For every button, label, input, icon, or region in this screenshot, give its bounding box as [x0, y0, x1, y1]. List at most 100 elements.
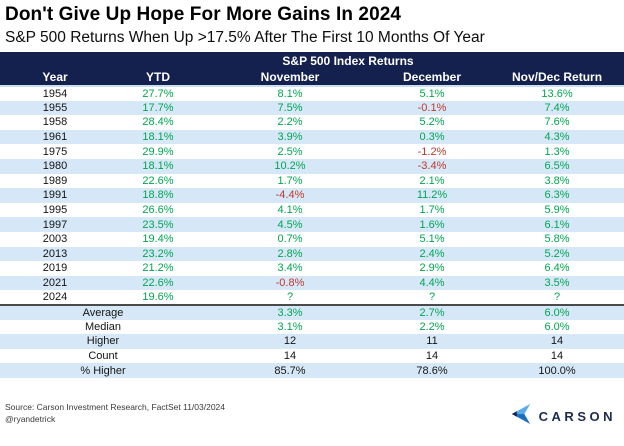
ytd-cell: 22.6%	[142, 277, 174, 290]
col-header-year: Year	[0, 69, 110, 87]
dec-summary-cell: 78.6%	[416, 364, 448, 377]
dec-cell: 0.3%	[419, 131, 445, 144]
novdec-cell: 6.1%	[544, 218, 570, 231]
ytd-cell: 22.6%	[142, 174, 174, 187]
nov-cell: ?	[286, 291, 294, 304]
dec-summary-cell: 14	[425, 349, 439, 362]
table-row: 1997 23.5% 4.5% 1.6% 6.1%	[0, 217, 624, 232]
year-cell: 1995	[42, 204, 68, 217]
year-cell: 1955	[42, 101, 68, 114]
novdec-cell: 7.4%	[544, 101, 570, 114]
summary-label: % Higher	[80, 364, 126, 377]
table-row: 1980 18.1% 10.2% -3.4% 6.5%	[0, 158, 624, 174]
ytd-cell: 23.5%	[142, 218, 174, 231]
dec-cell: 1.6%	[419, 218, 445, 231]
group-header-spacer-right	[490, 52, 624, 69]
nov-summary-cell: 3.3%	[206, 303, 374, 320]
nov-summary-cell: 14	[283, 349, 297, 362]
ytd-cell: 17.7%	[142, 101, 174, 114]
carson-logo: CARSON	[511, 404, 616, 429]
year-cell: 2019	[42, 262, 68, 275]
table-row: 1955 17.7% 7.5% -0.1% 7.4%	[0, 100, 624, 116]
dec-cell: -3.4%	[417, 160, 447, 173]
table-row: 1954 27.7% 8.1% 5.1% 13.6%	[0, 86, 624, 101]
nov-cell: -4.4%	[275, 189, 305, 202]
year-cell: 1991	[42, 189, 68, 202]
novdec-summary-cell: 6.0%	[544, 320, 570, 333]
table-row: 1991 18.8% -4.4% 11.2% 6.3%	[0, 188, 624, 203]
year-cell: 1961	[42, 131, 68, 144]
year-cell: 1989	[42, 174, 68, 187]
summary-row-median: Median 3.1% 2.2% 6.0%	[0, 319, 624, 335]
novdec-cell: 3.5%	[544, 277, 570, 290]
source-line: Source: Carson Investment Research, Fact…	[5, 402, 226, 412]
novdec-summary-cell: 6.0%	[490, 303, 624, 320]
nov-cell: 1.7%	[277, 174, 303, 187]
returns-table: S&P 500 Index Returns Year YTD November …	[0, 52, 624, 378]
nov-cell: 7.5%	[277, 101, 303, 114]
summary-row-average: Average 3.3% 2.7% 6.0%	[0, 303, 624, 320]
table-row: 2024 19.6%???	[0, 290, 624, 305]
nov-cell: 2.2%	[277, 116, 303, 129]
dec-cell: 5.1%	[419, 87, 445, 100]
year-cell: 2021	[42, 277, 68, 290]
ytd-cell: 23.2%	[142, 247, 174, 260]
dec-summary-cell: 11	[426, 335, 438, 348]
table-row: 2013 23.2% 2.8% 2.4% 5.2%	[0, 246, 624, 262]
ytd-cell: 18.1%	[142, 160, 174, 173]
summary-label: Average	[0, 303, 206, 320]
nov-cell: 3.9%	[277, 131, 303, 144]
table-row: 2003 19.4% 0.7% 5.1% 5.8%	[0, 231, 624, 247]
nov-cell: 2.8%	[277, 247, 303, 260]
dec-cell: ?	[428, 291, 436, 304]
nov-cell: 0.7%	[277, 233, 303, 246]
novdec-cell: 1.3%	[544, 145, 570, 158]
dec-cell: 2.1%	[419, 174, 445, 187]
nov-summary-cell: 3.1%	[277, 320, 303, 333]
summary-label: Median	[84, 320, 122, 333]
novdec-cell: 3.8%	[544, 174, 570, 187]
dec-cell: 5.2%	[419, 116, 445, 129]
novdec-cell: 4.3%	[544, 131, 570, 144]
group-header: S&P 500 Index Returns	[206, 52, 491, 69]
column-header-row: Year YTD November December Nov/Dec Retur…	[0, 69, 624, 87]
dec-cell: 2.9%	[419, 262, 445, 275]
summary-row-higher: Higher 12 11 14	[0, 334, 624, 349]
novdec-cell: ?	[553, 291, 561, 304]
table-row: 2019 21.2% 3.4% 2.9% 6.4%	[0, 261, 624, 276]
ytd-cell: 27.7%	[142, 87, 174, 100]
novdec-cell: 5.9%	[544, 204, 570, 217]
nov-summary-cell: 12	[283, 335, 297, 348]
dec-cell: 5.1%	[419, 233, 445, 246]
ytd-cell: 29.9%	[142, 145, 174, 158]
novdec-cell: 6.4%	[544, 262, 570, 275]
dec-cell: 4.4%	[419, 277, 445, 290]
summary-label: Higher	[86, 335, 120, 348]
year-cell: 1997	[42, 218, 68, 231]
nov-cell: -0.8%	[275, 277, 305, 290]
col-header-november: November	[206, 69, 374, 87]
novdec-summary-cell: 100.0%	[538, 364, 576, 377]
novdec-cell: 5.2%	[544, 247, 570, 260]
dec-cell: 1.7%	[419, 204, 445, 217]
table-row: 1958 28.4% 2.2% 5.2% 7.6%	[0, 115, 624, 130]
novdec-summary-cell: 14	[550, 349, 564, 362]
table-row: 1975 29.9% 2.5% -1.2% 1.3%	[0, 144, 624, 159]
dec-cell: -0.1%	[417, 101, 447, 114]
novdec-summary-cell: 14	[550, 335, 564, 348]
carson-chevron-icon	[511, 404, 531, 429]
col-header-december: December	[374, 69, 491, 87]
source-attribution: Source: Carson Investment Research, Fact…	[5, 402, 225, 425]
table-row: 1961 18.1% 3.9% 0.3% 4.3%	[0, 129, 624, 145]
nov-cell: 4.5%	[277, 218, 303, 231]
nov-cell: 8.1%	[277, 87, 303, 100]
nov-cell: 2.5%	[277, 145, 303, 158]
novdec-cell: 6.3%	[544, 189, 570, 202]
novdec-cell: 5.8%	[544, 233, 570, 246]
nov-cell: 3.4%	[277, 262, 303, 275]
table-row: 1995 26.6% 4.1% 1.7% 5.9%	[0, 202, 624, 218]
year-cell: 1980	[42, 160, 68, 173]
ytd-cell: 28.4%	[142, 116, 174, 129]
page-title: Don't Give Up Hope For More Gains In 202…	[5, 4, 402, 25]
